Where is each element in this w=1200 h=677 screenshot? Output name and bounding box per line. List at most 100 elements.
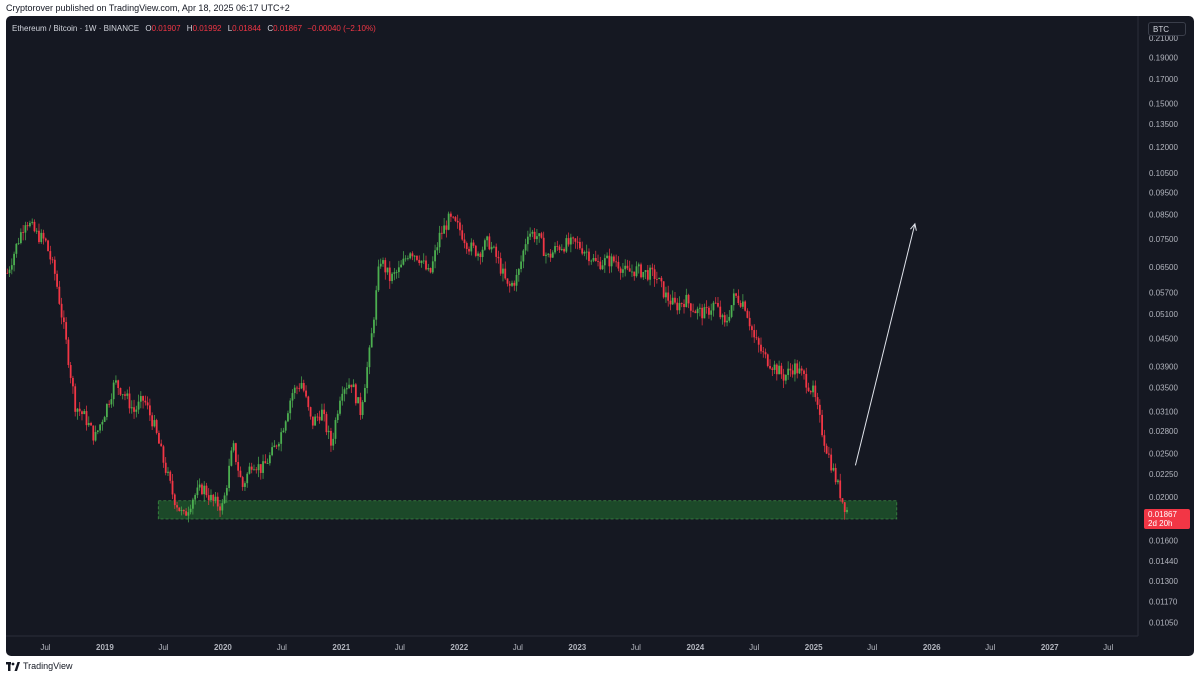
candle-body [551,252,554,258]
candle-body [171,480,174,495]
candle-body [354,384,357,404]
candle-body [461,230,464,240]
candle-body [368,347,371,368]
candle-body [846,509,848,512]
candle-body [490,246,493,250]
candle-body [434,250,436,262]
candle-body [825,445,828,454]
candle-body [787,368,790,375]
candle-body [62,317,65,323]
candle-body [427,268,430,270]
candle-body [24,225,27,233]
last-price-value: 0.01867 [1148,510,1177,519]
candle-body [51,259,54,261]
candle-body [305,390,307,397]
candle-body [445,225,448,230]
chart-pane[interactable]: 0.21000 0.19000 0.17000 0.15000 0.13500 0.120… [6,16,1194,656]
price-tick-label: 0.01600 [1149,536,1178,545]
candle-body [212,494,215,501]
candle-body [646,270,649,280]
symbol-legend: Ethereum / Bitcoin · 1W · BINANCE O0.019… [12,24,376,33]
candle-body [83,411,86,415]
candle-body [807,387,810,392]
candle-body [676,302,679,311]
candle-body [87,423,90,426]
candle-body [683,303,685,308]
candle-body [348,384,350,389]
candle-body [391,273,393,282]
candle-body [520,261,522,270]
candle-body [259,464,262,473]
candle-body [565,238,568,252]
candle-body [588,251,590,262]
price-chart[interactable]: 0.21000 0.19000 0.17000 0.15000 0.13500 0.120… [6,16,1194,656]
candle-body [687,294,690,304]
candle-body [219,506,221,511]
candle-body [234,443,237,463]
candle-body [178,507,181,512]
tradingview-logo[interactable]: TradingView [6,661,73,671]
candle-body [649,267,651,280]
candle-body [746,310,749,318]
candle-body [302,382,305,391]
candle-body [685,294,688,308]
currency-unit-label[interactable]: BTC [1148,22,1186,36]
candle-body [592,257,595,261]
candle-body [637,264,640,267]
candle-body [359,397,362,416]
candle-body [244,483,246,487]
candle-body [320,409,323,421]
candle-body [318,416,321,421]
candle-body [60,303,63,318]
candle-body [228,465,231,489]
candle-body [624,265,627,270]
candle-body [667,292,670,301]
candle-body [250,466,253,470]
candle-body [755,337,758,339]
candle-body [124,394,126,396]
candle-body [119,387,122,395]
candle-body [495,246,498,257]
close-value: 0.01867 [273,24,303,33]
candle-body [207,495,210,501]
tradingview-brand: TradingView [23,661,73,671]
candle-body [511,282,513,286]
candle-body [522,250,525,262]
candle-body [332,438,335,446]
candle-body [241,477,244,487]
candle-body [130,407,133,409]
candle-body [583,252,586,254]
candle-body [397,267,400,273]
price-tick-label: 0.01300 [1149,577,1178,586]
price-tick-label: 0.06500 [1149,263,1178,272]
candle-body [540,233,543,238]
candle-body [450,213,452,217]
candle-body [144,400,147,403]
candle-body [307,396,310,408]
price-tick-label: 0.10500 [1149,169,1178,178]
candle-body [327,430,330,433]
symbol-title: Ethereum / Bitcoin · 1W · BINANCE [12,24,140,33]
candle-body [90,423,92,426]
candle-body [407,258,409,260]
candle-body [264,461,267,464]
candle-body [237,462,240,471]
candle-body [640,264,642,278]
candle-body [569,237,572,245]
candle-body [665,292,667,298]
candle-body [67,339,70,366]
price-tick-label: 0.15000 [1149,100,1178,109]
candle-body [472,242,475,246]
candle-body [411,253,414,257]
price-tick-label: 0.03900 [1149,362,1178,371]
price-tick-label: 0.01440 [1149,557,1178,566]
candle-body [343,389,346,394]
candle-body [194,495,197,500]
candle-body [198,484,201,488]
candle-body [728,316,731,321]
candle-body [678,303,681,311]
candle-body [128,393,131,409]
candle-body [735,293,737,296]
candle-body [395,272,398,273]
price-tick-label: 0.19000 [1149,53,1178,62]
